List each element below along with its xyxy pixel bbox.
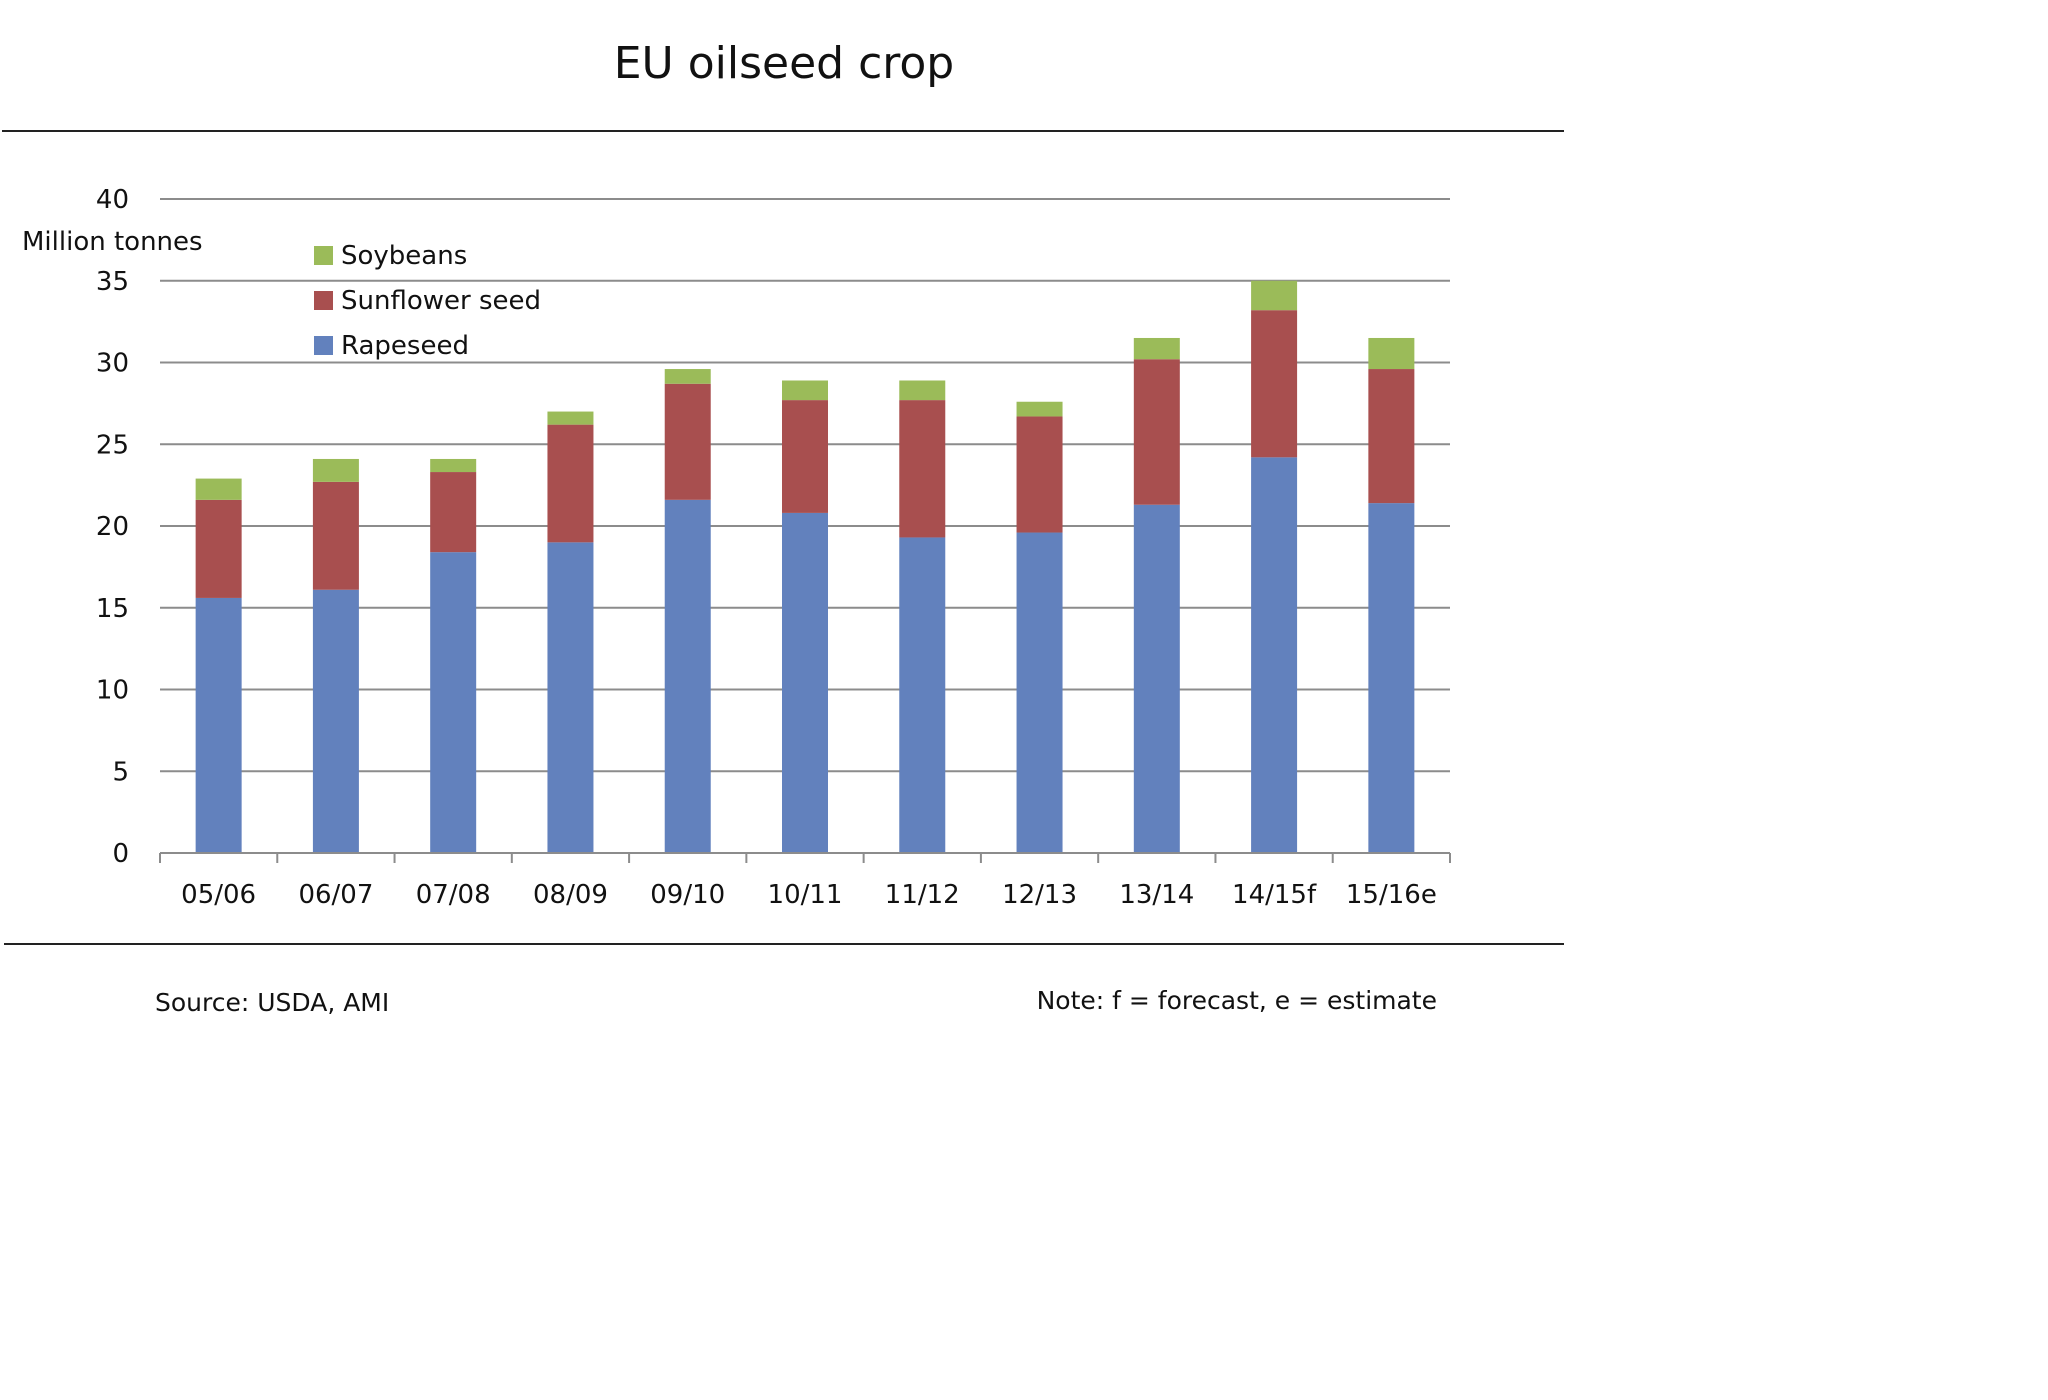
bar-rapeseed-05-06 [195,597,242,853]
bar-soybeans-05-06 [195,478,242,500]
legend-swatch-sunflower-seed [314,291,333,310]
y-tick-label: 15 [96,594,129,624]
axes: 0 5 10 15 20 25 30 35 40 05/06 06/07 07/08 08/09 09/1… [96,185,1451,910]
x-tick-label: 14/15f [1232,880,1317,910]
x-tick-label: 15/16e [1346,880,1437,910]
bar-sunflower-seed-14-15f [1251,310,1298,458]
y-tick-label: 40 [96,185,129,215]
legend-label: Rapeseed [341,331,469,361]
x-tick-label: 07/08 [416,880,491,910]
bar-rapeseed-09-10 [664,499,711,853]
x-tick-label: 13/14 [1119,880,1194,910]
legend-swatch-rapeseed [314,336,333,355]
legend-swatch-soybeans [314,246,333,265]
bar-rapeseed-10-11 [782,512,828,853]
bar-soybeans-14-15f [1251,280,1298,311]
bar-sunflower-seed-11-12 [899,400,946,538]
bar-rapeseed-08-09 [547,542,594,853]
y-tick-label: 0 [112,839,129,869]
bottom-divider [4,943,1564,945]
x-tick-label: 06/07 [298,880,373,910]
bar-soybeans-10-11 [782,380,828,401]
bar-sunflower-seed-08-09 [547,424,594,543]
bar-soybeans-07-08 [430,458,477,473]
y-tick-label: 5 [112,757,129,787]
bar-rapeseed-11-12 [899,537,946,853]
gridlines [160,198,1450,773]
legend-label: Soybeans [341,241,467,271]
bar-rapeseed-15-16e [1368,503,1415,853]
forecast-note: Note: f = forecast, e = estimate [1036,986,1437,1015]
bars [195,280,1415,853]
bar-sunflower-seed-09-10 [664,383,711,500]
bar-soybeans-11-12 [899,380,946,401]
legend: Soybeans Sunflower seed Rapeseed [314,241,541,361]
bar-soybeans-09-10 [664,369,711,384]
y-tick-label: 35 [96,267,129,297]
bar-rapeseed-14-15f [1251,457,1298,853]
bar-sunflower-seed-06-07 [312,481,359,590]
legend-label: Sunflower seed [341,286,541,316]
y-tick-label: 20 [96,512,129,542]
bar-soybeans-06-07 [312,458,359,482]
y-axis-label: Million tonnes [22,227,203,257]
y-tick-label: 10 [96,676,129,706]
bar-soybeans-12-13 [1016,401,1063,417]
x-tick-label: 08/09 [533,880,608,910]
y-tick-label: 25 [96,430,129,460]
source-note: Source: USDA, AMI [155,988,390,1017]
bar-sunflower-seed-15-16e [1368,369,1415,504]
x-tick-label: 11/12 [885,880,960,910]
bar-sunflower-seed-05-06 [195,499,242,598]
chart-title: EU oilseed crop [613,38,955,89]
bar-sunflower-seed-12-13 [1016,416,1063,533]
bar-sunflower-seed-13-14 [1133,359,1180,505]
bar-soybeans-15-16e [1368,337,1415,370]
stacked-bar-chart: 0 5 10 15 20 25 30 35 40 05/06 06/07 07/08 08/09 09/1… [22,185,1451,910]
bar-sunflower-seed-10-11 [782,400,828,513]
bar-soybeans-08-09 [547,411,594,425]
top-divider [2,130,1564,132]
bar-soybeans-13-14 [1133,337,1180,360]
bar-rapeseed-12-13 [1016,532,1063,853]
x-tick-label: 05/06 [181,880,256,910]
x-tick-label: 12/13 [1002,880,1077,910]
y-tick-label: 30 [96,349,129,379]
bar-rapeseed-13-14 [1133,504,1180,853]
bar-sunflower-seed-07-08 [430,472,477,553]
x-tick-label: 09/10 [650,880,725,910]
bar-rapeseed-07-08 [430,552,477,853]
x-tick-label: 10/11 [768,880,843,910]
bar-rapeseed-06-07 [312,589,359,853]
